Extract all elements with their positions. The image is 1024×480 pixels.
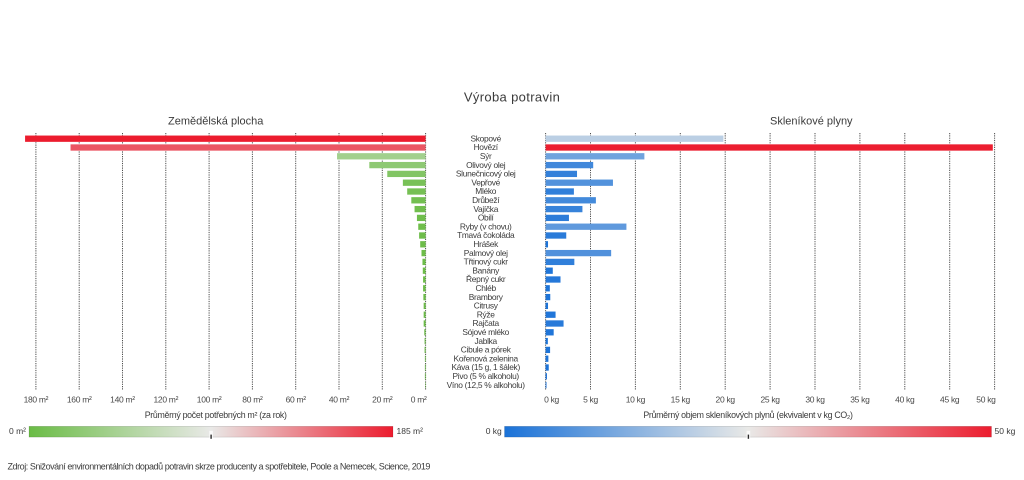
svg-text:Víno (12,5 % alkoholu): Víno (12,5 % alkoholu) (447, 380, 526, 390)
svg-text:185 m²: 185 m² (397, 426, 424, 436)
svg-text:Průměrný objem skleníkových pl: Průměrný objem skleníkových plynů (ekviv… (643, 410, 853, 420)
svg-text:25 kg: 25 kg (760, 395, 780, 405)
svg-text:180 m²: 180 m² (24, 395, 49, 405)
svg-text:140 m²: 140 m² (110, 395, 135, 405)
svg-text:80 m²: 80 m² (242, 395, 263, 405)
svg-text:20 kg: 20 kg (716, 395, 736, 405)
svg-text:45 kg: 45 kg (940, 395, 960, 405)
svg-text:Skleníkové plyny: Skleníkové plyny (770, 116, 853, 128)
svg-text:Zdroj: Snižování environmentál: Zdroj: Snižování environmentálních dopad… (8, 462, 431, 472)
svg-text:0 kg: 0 kg (486, 426, 502, 436)
svg-text:40 m²: 40 m² (329, 395, 350, 405)
svg-text:0 m²: 0 m² (411, 395, 427, 405)
svg-text:35 kg: 35 kg (850, 395, 870, 405)
svg-text:0 kg: 0 kg (544, 395, 559, 405)
svg-text:30 kg: 30 kg (805, 395, 825, 405)
svg-text:120 m²: 120 m² (153, 395, 178, 405)
svg-text:160 m²: 160 m² (67, 395, 92, 405)
svg-text:60 m²: 60 m² (286, 395, 307, 405)
svg-text:Zemědělská plocha: Zemědělská plocha (168, 116, 264, 128)
svg-text:10 kg: 10 kg (626, 395, 646, 405)
svg-text:0 m²: 0 m² (9, 426, 26, 436)
svg-text:Průměrný počet potřebných m² (: Průměrný počet potřebných m² (za rok) (145, 410, 287, 420)
svg-text:Výroba potravin: Výroba potravin (464, 90, 560, 105)
svg-text:20 m²: 20 m² (372, 395, 393, 405)
svg-text:50 kg: 50 kg (976, 395, 996, 405)
svg-text:40 kg: 40 kg (895, 395, 915, 405)
svg-text:15 kg: 15 kg (671, 395, 691, 405)
svg-text:100 m²: 100 m² (197, 395, 222, 405)
svg-text:50 kg: 50 kg (995, 426, 1016, 436)
svg-text:5 kg: 5 kg (583, 395, 598, 405)
